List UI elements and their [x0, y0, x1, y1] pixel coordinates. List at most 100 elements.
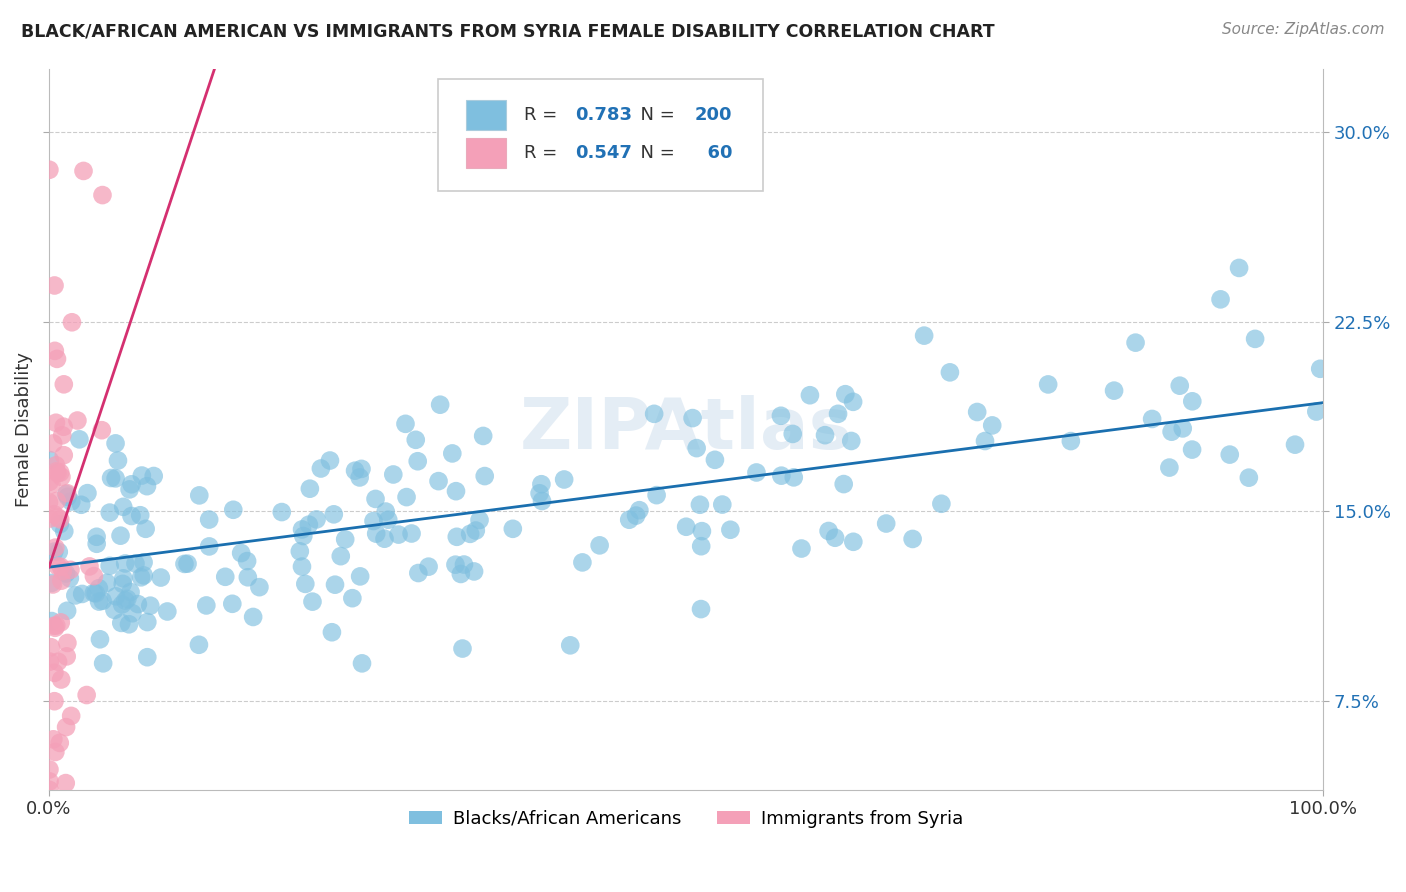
Point — [49, 512, 72, 526]
Point — [373, 532, 395, 546]
Point — [553, 473, 575, 487]
Point — [824, 531, 846, 545]
Point — [156, 605, 179, 619]
Point — [711, 498, 734, 512]
Point — [236, 570, 259, 584]
Point — [682, 411, 704, 425]
Point — [588, 538, 610, 552]
Point — [298, 482, 321, 496]
Point — [441, 446, 464, 460]
Point — [349, 569, 371, 583]
Point — [1209, 293, 1232, 307]
Point — [38, 453, 60, 467]
Point — [56, 604, 79, 618]
Point — [86, 530, 108, 544]
Point — [690, 539, 713, 553]
Point — [42, 577, 65, 591]
Point — [55, 720, 77, 734]
Point — [38, 763, 60, 777]
Point — [76, 486, 98, 500]
Point — [249, 580, 271, 594]
Point — [44, 541, 66, 555]
Point — [689, 498, 711, 512]
Point — [364, 491, 387, 506]
Point — [408, 566, 430, 580]
Point — [136, 650, 159, 665]
Point — [110, 615, 132, 630]
Point — [453, 558, 475, 572]
Point — [350, 462, 373, 476]
Point — [198, 540, 221, 554]
Point — [132, 555, 155, 569]
Point — [321, 625, 343, 640]
Point — [382, 467, 405, 482]
Point — [560, 638, 582, 652]
Point — [86, 537, 108, 551]
Point — [52, 377, 75, 392]
Point — [56, 636, 79, 650]
Point — [1244, 332, 1267, 346]
Point — [48, 736, 70, 750]
Point — [38, 475, 60, 489]
Point — [502, 522, 524, 536]
Point — [832, 477, 855, 491]
Point — [718, 523, 741, 537]
Point — [51, 673, 73, 687]
Point — [91, 594, 114, 608]
Point — [98, 558, 121, 573]
Point — [782, 426, 804, 441]
Point — [38, 655, 60, 669]
Point — [114, 593, 136, 607]
Point — [464, 524, 486, 538]
Point — [46, 466, 69, 480]
Point — [912, 328, 935, 343]
Point — [142, 469, 165, 483]
Point — [51, 574, 73, 588]
Point — [429, 398, 451, 412]
Point — [472, 429, 495, 443]
Point — [65, 589, 87, 603]
Text: 200: 200 — [695, 105, 733, 124]
Point — [44, 343, 66, 358]
Point — [104, 471, 127, 485]
Point — [45, 464, 67, 478]
Point — [112, 500, 135, 514]
Point — [329, 549, 352, 564]
Point — [939, 365, 962, 379]
Text: N =: N = — [628, 144, 681, 162]
Point — [335, 533, 357, 547]
Point — [55, 566, 77, 581]
Point — [79, 559, 101, 574]
Point — [366, 526, 388, 541]
Point — [38, 783, 60, 797]
Point — [966, 405, 988, 419]
Point — [301, 594, 323, 608]
Point — [769, 409, 792, 423]
Point — [783, 470, 806, 484]
Point — [685, 441, 707, 455]
Point — [51, 428, 73, 442]
Point — [44, 621, 66, 635]
Point — [55, 487, 77, 501]
Point — [222, 502, 245, 516]
Point — [46, 510, 69, 524]
Point — [1171, 421, 1194, 435]
Text: ZIPAtlas: ZIPAtlas — [520, 395, 852, 464]
Point — [814, 428, 837, 442]
Point — [41, 614, 63, 628]
Point — [118, 617, 141, 632]
Point — [875, 516, 897, 531]
Point — [53, 524, 76, 539]
Point — [136, 615, 159, 629]
Point — [49, 466, 72, 480]
Text: 0.547: 0.547 — [575, 144, 633, 162]
Point — [188, 488, 211, 502]
Point — [42, 436, 65, 450]
Point — [132, 568, 155, 582]
Point — [745, 466, 768, 480]
Point — [799, 388, 821, 402]
Point — [38, 774, 60, 789]
Text: R =: R = — [524, 144, 564, 162]
Point — [52, 564, 75, 578]
Point — [1160, 425, 1182, 439]
